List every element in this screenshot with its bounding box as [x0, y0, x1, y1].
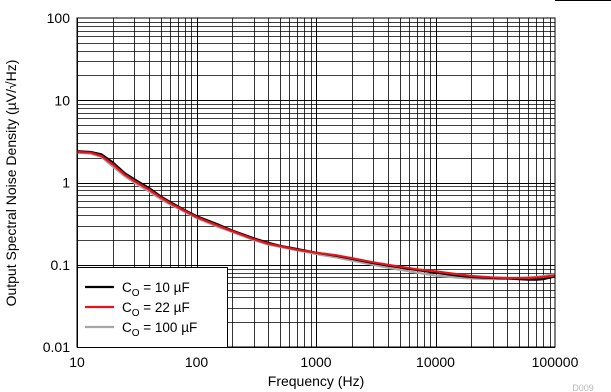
y-axis-title: Output Spectral Noise Density (µV/√Hz): [3, 60, 19, 307]
y-tick-label: 100: [47, 10, 71, 26]
y-tick-label: 1: [62, 175, 70, 191]
x-tick-label: 1000: [300, 354, 331, 370]
legend-label: CO = 22 µF: [122, 300, 190, 319]
y-tick-label: 0.1: [51, 257, 71, 273]
x-tick-label: 10000: [416, 354, 455, 370]
x-tick-label: 100000: [532, 354, 579, 370]
watermark-label: D009: [572, 383, 594, 392]
x-tick-labels: 10 100 1000 10000 100000: [69, 354, 578, 370]
x-tick-label: 100: [185, 354, 209, 370]
plot-frame: [76, 17, 556, 348]
x-tick-label: 10: [69, 354, 85, 370]
x-axis-title: Frequency (Hz): [268, 373, 364, 389]
y-tick-label: 0.01: [43, 339, 70, 355]
y-tick-labels: 0.01 0.1 1 10 100: [43, 10, 70, 355]
y-tick-label: 10: [54, 92, 70, 108]
series-layer: [76, 150, 556, 281]
legend-label: CO = 10 µF: [122, 280, 190, 299]
series-line: [76, 150, 556, 280]
legend-label: CO = 100 µF: [122, 320, 197, 339]
